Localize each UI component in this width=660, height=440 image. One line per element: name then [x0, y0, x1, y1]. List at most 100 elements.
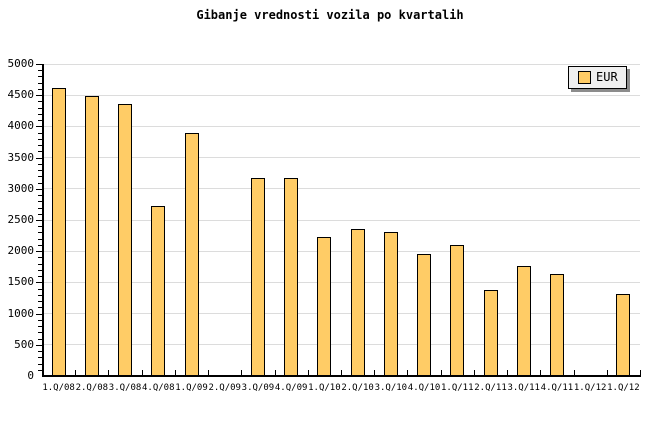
y-minor-tick: [38, 132, 42, 134]
x-axis-label-10: 3.Q/10: [374, 383, 408, 393]
x-axis-label-4: 1.Q/09: [175, 383, 208, 393]
x-axis-label-6: 3.Q/09: [241, 383, 275, 393]
legend: EUR: [568, 66, 627, 89]
x-axis-label-12: 1.Q/11: [441, 383, 474, 393]
x-axis-tick: [440, 370, 442, 375]
chart-title: Gibanje vrednosti vozila po kvartalih: [196, 8, 464, 22]
gridline-1000: [42, 313, 640, 315]
y-axis-label-3000: 3000: [7, 181, 35, 195]
y-minor-tick: [38, 244, 42, 246]
x-axis-label-14: 3.Q/11: [507, 383, 540, 393]
bar-4.Q/08: [151, 206, 165, 376]
y-major-tick: [36, 344, 42, 346]
bar-3.Q/08: [118, 104, 132, 376]
y-minor-tick: [38, 332, 42, 334]
legend-swatch-icon: [578, 71, 591, 84]
x-axis-label-8: 1.Q/10: [308, 383, 341, 393]
y-minor-tick: [38, 113, 42, 115]
y-axis-label-5000: 5000: [7, 57, 35, 70]
y-minor-tick: [38, 269, 42, 271]
x-axis-label-9: 2.Q/10: [341, 383, 374, 393]
bar-2.Q/08: [85, 96, 99, 376]
x-axis-tick: [507, 370, 509, 375]
x-axis-tick: [307, 370, 309, 375]
y-minor-tick: [38, 263, 42, 265]
y-minor-tick: [38, 201, 42, 203]
y-minor-tick: [38, 170, 42, 172]
y-minor-tick: [38, 76, 42, 78]
x-axis-tick: [407, 370, 409, 375]
y-major-tick: [36, 220, 42, 221]
x-axis-tick: [75, 370, 77, 375]
y-minor-tick: [38, 151, 42, 153]
y-minor-tick: [38, 326, 42, 328]
y-minor-tick: [38, 176, 42, 178]
y-major-tick: [36, 188, 42, 190]
x-axis-tick: [241, 370, 243, 375]
y-minor-tick: [38, 294, 42, 296]
y-axis-label-2500: 2500: [7, 213, 35, 226]
bar-1.Q/11: [450, 245, 464, 376]
y-axis-label-2000: 2000: [7, 244, 35, 258]
x-axis-label-1: 2.Q/08: [75, 383, 109, 393]
gridline-500: [42, 344, 640, 346]
bar-3.Q/11: [517, 266, 531, 376]
y-minor-tick: [38, 182, 42, 184]
y-major-tick: [36, 95, 42, 97]
x-axis-tick: [274, 370, 276, 375]
y-axis-label-0: 0: [27, 369, 34, 382]
y-minor-tick: [38, 226, 42, 228]
y-axis-label-500: 500: [14, 337, 34, 351]
bar-3.Q/09: [251, 178, 265, 376]
x-axis-label-17: 1.Q/12: [607, 383, 640, 393]
x-axis-tick: [473, 370, 475, 375]
y-minor-tick: [38, 238, 42, 240]
gridline-1500: [42, 281, 640, 283]
x-axis-label-5: 2.Q/09: [208, 383, 241, 393]
x-axis-tick: [640, 370, 641, 375]
x-axis-label-16: 1.Q/12: [573, 383, 607, 393]
y-major-tick: [36, 282, 42, 284]
x-axis-tick: [374, 370, 376, 375]
y-major-tick: [36, 313, 42, 315]
bar-4.Q/09: [284, 178, 298, 376]
y-minor-tick: [38, 319, 42, 321]
bar-2.Q/11: [484, 290, 498, 376]
bar-2.Q/10: [351, 229, 365, 376]
y-minor-tick: [38, 82, 42, 84]
x-axis-label-13: 2.Q/11: [474, 383, 507, 393]
y-axis-label-4500: 4500: [7, 88, 35, 102]
y-minor-tick: [38, 213, 42, 215]
y-minor-tick: [38, 288, 42, 290]
y-minor-tick: [38, 107, 42, 109]
y-minor-tick: [38, 338, 42, 340]
x-axis-tick: [606, 370, 608, 375]
y-minor-tick: [38, 145, 42, 147]
x-axis-tick: [341, 370, 342, 375]
x-axis-tick: [174, 370, 176, 375]
y-axis-label-1500: 1500: [7, 275, 35, 289]
y-minor-tick: [38, 357, 42, 359]
y-minor-tick: [38, 307, 42, 309]
x-axis-label-11: 4.Q/10: [407, 383, 441, 393]
x-axis-label-7: 4.Q/09: [274, 383, 308, 393]
y-minor-tick: [38, 351, 42, 353]
y-minor-tick: [38, 195, 42, 197]
gridline-4500: [42, 94, 640, 96]
y-minor-tick: [38, 257, 42, 259]
gridline-2500: [42, 219, 640, 221]
y-major-tick: [36, 251, 42, 253]
gridline-5000: [42, 63, 640, 65]
y-minor-tick: [38, 276, 42, 278]
x-axis-tick: [540, 370, 542, 375]
y-minor-tick: [38, 363, 42, 365]
bar-1.Q/12: [616, 294, 630, 376]
y-minor-tick: [38, 301, 42, 303]
x-axis-tick: [573, 370, 575, 375]
y-axis-label-4000: 4000: [7, 119, 35, 133]
gridline-4000: [42, 125, 640, 127]
y-minor-tick: [38, 101, 42, 103]
gridline-3000: [42, 188, 640, 190]
